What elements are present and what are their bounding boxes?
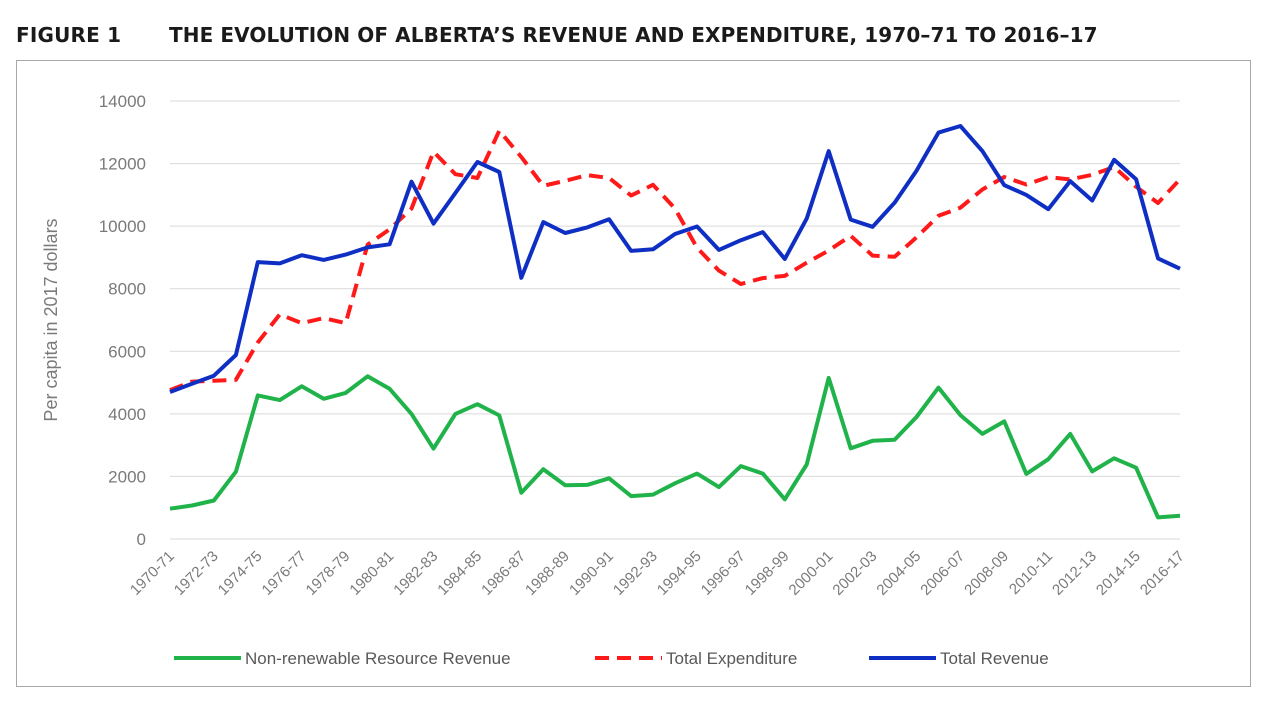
line-chart: 0 2000 4000 6000 8000 10000 12000 14000 Per capi…: [41, 92, 1188, 668]
x-tick-label-2016-17: 2016-17: [1137, 548, 1188, 599]
x-tick-label-1988-89: 1988-89: [522, 548, 573, 599]
x-tick-label-1992-93: 1992-93: [610, 548, 661, 599]
legend-label-non-renewable-resource-revenue: Non-renewable Resource Revenue: [245, 649, 511, 668]
x-tick-label-2014-15: 2014-15: [1093, 548, 1144, 599]
x-tick-label-1978-79: 1978-79: [303, 548, 354, 599]
x-tick-label-1974-75: 1974-75: [215, 548, 266, 599]
y-tick-label-8000: 8000: [108, 280, 146, 299]
y-tick-label-6000: 6000: [108, 342, 146, 361]
y-axis-title: Per capita in 2017 dollars: [41, 218, 61, 421]
series-line-total-revenue: [169, 124, 1181, 394]
x-tick-label-1994-95: 1994-95: [654, 548, 705, 599]
legend-item-total-revenue: Total Revenue: [869, 649, 1049, 668]
x-tick-label-2008-09: 2008-09: [961, 548, 1012, 599]
x-tick-label-1984-85: 1984-85: [434, 548, 485, 599]
chart-frame: 0 2000 4000 6000 8000 10000 12000 14000 Per capi…: [16, 60, 1251, 687]
x-tick-label-1998-99: 1998-99: [742, 548, 793, 599]
x-tick-label-1996-97: 1996-97: [698, 548, 749, 599]
y-tick-label-4000: 4000: [108, 405, 146, 424]
x-tick-label-2000-01: 2000-01: [786, 548, 837, 599]
x-tick-label-1972-73: 1972-73: [171, 548, 222, 599]
y-tick-label-2000: 2000: [108, 467, 146, 486]
x-tick-label-1990-91: 1990-91: [566, 548, 617, 599]
series-line-non-renewable-resource-revenue: [169, 374, 1181, 520]
x-tick-label-2010-11: 2010-11: [1006, 548, 1056, 598]
x-tick-label-2002-03: 2002-03: [829, 548, 880, 599]
y-tick-label-12000: 12000: [99, 155, 146, 174]
x-tick-label-1976-77: 1976-77: [259, 548, 310, 599]
figure-header: FIGURE 1 THE EVOLUTION OF ALBERTA’S REVE…: [16, 18, 1098, 52]
legend-label-total-expenditure: Total Expenditure: [666, 649, 797, 668]
legend-item-non-renewable-resource-revenue: Non-renewable Resource Revenue: [174, 649, 511, 668]
series-line-total-expenditure: [169, 128, 1182, 392]
x-tick-label-1980-81: 1980-81: [346, 548, 397, 599]
legend-item-total-expenditure: Total Expenditure: [595, 649, 797, 668]
x-tick-label-1982-83: 1982-83: [390, 548, 441, 599]
x-tick-label-2012-13: 2012-13: [1049, 548, 1100, 599]
y-tick-label-0: 0: [137, 530, 146, 549]
legend-label-total-revenue: Total Revenue: [940, 649, 1049, 668]
x-tick-label-1970-71: 1970-71: [127, 548, 178, 599]
x-tick-label-2004-05: 2004-05: [873, 548, 924, 599]
figure-title: THE EVOLUTION OF ALBERTA’S REVENUE AND E…: [169, 23, 1098, 47]
x-tick-label-1986-87: 1986-87: [478, 548, 529, 599]
figure-label: FIGURE 1: [16, 23, 122, 47]
x-tick-label-2006-07: 2006-07: [917, 548, 968, 599]
y-tick-label-14000: 14000: [99, 92, 146, 111]
y-tick-label-10000: 10000: [99, 217, 146, 236]
